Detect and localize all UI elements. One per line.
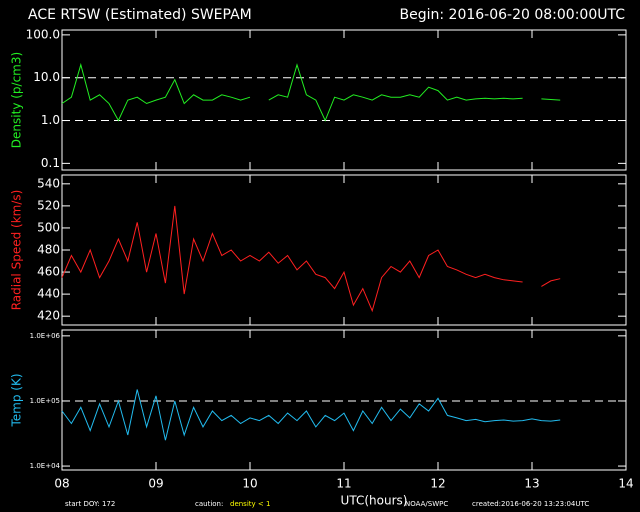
- y-tick-label: 520: [37, 198, 60, 212]
- y-tick-label: 10.0: [33, 70, 60, 84]
- chart-title: ACE RTSW (Estimated) SWEPAM: [28, 7, 252, 23]
- y-tick-label: 460: [37, 265, 60, 279]
- y-tick-label: 1.0: [41, 113, 60, 127]
- x-tick-label: 13: [524, 477, 539, 491]
- y-tick-label: 1.0E+05: [30, 397, 60, 405]
- x-tick-label: 14: [618, 477, 633, 491]
- x-tick-label: 12: [430, 477, 445, 491]
- caution-note: density < 1: [230, 500, 270, 508]
- y-tick-label: 100.0: [26, 27, 60, 41]
- y-tick-label: 420: [37, 309, 60, 323]
- y-axis-label: Density (p/cm3): [10, 52, 24, 148]
- y-tick-label: 500: [37, 220, 60, 234]
- source: NOAA/SWPC: [405, 500, 448, 508]
- x-axis-label: UTC(hours): [341, 494, 408, 508]
- x-tick-label: 08: [54, 477, 69, 491]
- y-tick-label: 480: [37, 243, 60, 257]
- data-line: [61, 62, 561, 122]
- y-tick-label: 1.0E+06: [30, 332, 61, 340]
- start-doy: start DOY: 172: [65, 500, 115, 508]
- created: created:2016-06-20 13:23:04UTC: [472, 500, 589, 508]
- caution: caution:: [195, 500, 223, 508]
- y-tick-label: 1.0E+04: [30, 462, 61, 470]
- y-axis-label: Temp (K): [10, 373, 24, 427]
- begin-time: Begin: 2016-06-20 08:00:00UTC: [400, 7, 626, 23]
- data-line: [61, 389, 561, 441]
- y-tick-label: 540: [37, 176, 60, 190]
- x-tick-label: 11: [336, 477, 351, 491]
- y-tick-label: 440: [37, 287, 60, 301]
- data-line: [61, 205, 561, 313]
- x-tick-label: 10: [242, 477, 257, 491]
- x-tick-label: 09: [148, 477, 163, 491]
- y-tick-label: 0.1: [41, 156, 60, 170]
- y-axis-label: Radial Speed (km/s): [10, 190, 24, 311]
